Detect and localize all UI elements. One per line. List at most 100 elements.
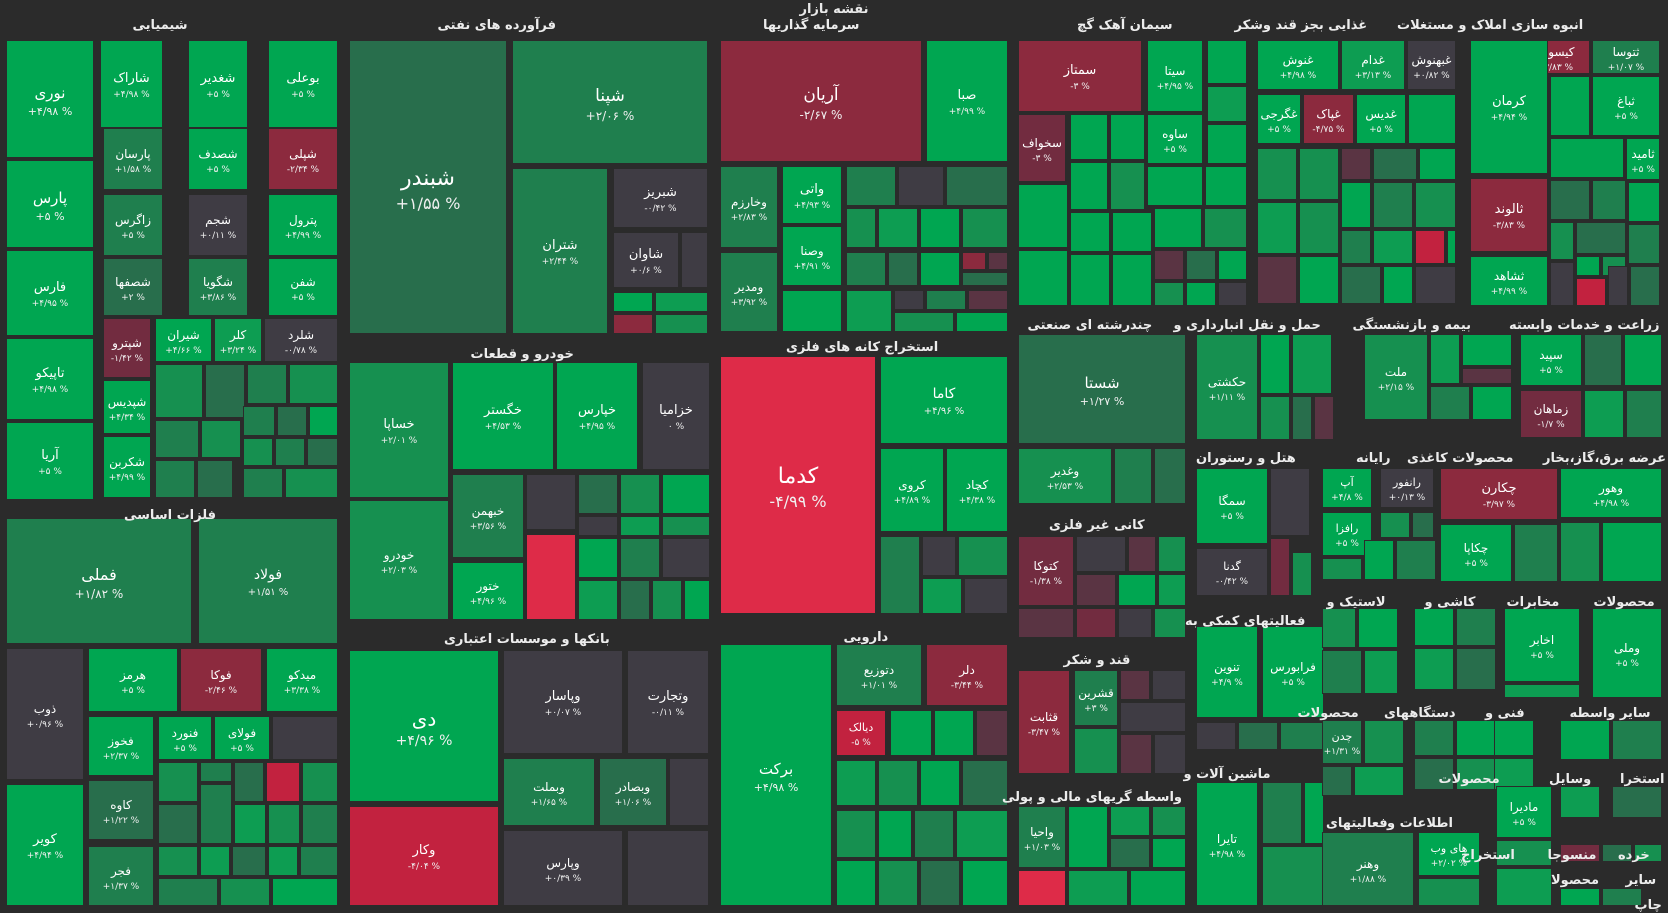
- stock-tile[interactable]: میدکو +۳/۳۸ %: [266, 648, 338, 712]
- stock-tile[interactable]: وبملت +۱/۶۵ %: [503, 758, 595, 826]
- stock-tile-small[interactable]: [1070, 254, 1110, 306]
- stock-tile-small[interactable]: [846, 290, 892, 332]
- stock-tile-small[interactable]: [1612, 786, 1662, 818]
- stock-tile-small[interactable]: [1630, 266, 1660, 306]
- stock-tile-small[interactable]: [1504, 684, 1580, 698]
- stock-tile-small[interactable]: [880, 536, 920, 614]
- stock-tile-small[interactable]: [1322, 558, 1362, 580]
- stock-tile-small[interactable]: [1154, 734, 1186, 774]
- stock-tile-small[interactable]: [1628, 224, 1660, 264]
- stock-tile-small[interactable]: [1414, 720, 1454, 756]
- stock-tile-small[interactable]: [1128, 536, 1156, 572]
- stock-tile[interactable]: ثباغ +۵ %: [1592, 76, 1660, 136]
- stock-tile[interactable]: دیالک -۵ %: [836, 710, 886, 756]
- stock-tile[interactable]: وملی +۵ %: [1592, 608, 1662, 698]
- stock-tile-small[interactable]: [1415, 182, 1456, 228]
- stock-tile[interactable]: شاراک +۴/۹۸ %: [100, 40, 163, 128]
- stock-tile[interactable]: آریا +۵ %: [6, 422, 94, 500]
- stock-tile-small[interactable]: [1550, 262, 1574, 306]
- stock-tile-small[interactable]: [1152, 670, 1186, 700]
- stock-tile[interactable]: سخواف -۳ %: [1018, 114, 1066, 182]
- stock-tile-small[interactable]: [1550, 222, 1574, 260]
- stock-tile-small[interactable]: [1414, 648, 1454, 690]
- stock-tile-small[interactable]: [1299, 256, 1339, 304]
- stock-tile[interactable]: سمگا +۵ %: [1196, 468, 1268, 544]
- stock-tile-small[interactable]: [526, 474, 576, 530]
- stock-tile-small[interactable]: [155, 460, 195, 498]
- stock-tile[interactable]: وخارزم +۲/۸۳ %: [720, 166, 778, 248]
- stock-tile-small[interactable]: [1419, 148, 1456, 180]
- stock-tile-small[interactable]: [1414, 758, 1454, 790]
- stock-tile-small[interactable]: [1418, 878, 1480, 906]
- stock-tile-small[interactable]: [205, 364, 245, 418]
- stock-tile-small[interactable]: [1612, 720, 1662, 760]
- stock-tile-small[interactable]: [958, 536, 1008, 576]
- stock-tile[interactable]: کرمان +۴/۹۴ %: [1470, 40, 1548, 174]
- stock-tile[interactable]: فجر +۱/۳۷ %: [88, 846, 154, 906]
- stock-tile-small[interactable]: [1364, 720, 1404, 764]
- stock-tile-small[interactable]: [962, 252, 986, 270]
- stock-tile-small[interactable]: [988, 252, 1008, 270]
- stock-tile[interactable]: شستا +۱/۲۷ %: [1018, 334, 1186, 444]
- stock-tile-small[interactable]: [289, 364, 338, 404]
- stock-tile[interactable]: کچاد +۴/۳۸ %: [946, 448, 1008, 532]
- stock-tile[interactable]: کروی +۴/۸۹ %: [880, 448, 944, 532]
- stock-tile[interactable]: خگستر +۴/۵۳ %: [452, 362, 554, 470]
- stock-tile[interactable]: واحیا +۱/۰۳ %: [1018, 806, 1066, 868]
- stock-tile-small[interactable]: [613, 292, 653, 312]
- stock-tile[interactable]: ذوب +۰/۹۶ %: [6, 648, 84, 780]
- stock-tile-small[interactable]: [894, 290, 924, 310]
- stock-tile-small[interactable]: [1550, 138, 1624, 178]
- stock-tile-small[interactable]: [1257, 256, 1297, 304]
- stock-tile-small[interactable]: [1110, 838, 1150, 868]
- stock-tile-small[interactable]: [1118, 608, 1152, 638]
- stock-tile-small[interactable]: [962, 860, 1008, 906]
- stock-tile-small[interactable]: [782, 290, 842, 332]
- stock-tile[interactable]: چکاپا +۵ %: [1440, 524, 1512, 582]
- stock-tile-small[interactable]: [836, 760, 876, 806]
- stock-tile-small[interactable]: [1070, 212, 1110, 252]
- stock-tile-small[interactable]: [1628, 182, 1660, 222]
- stock-tile-small[interactable]: [1205, 166, 1247, 206]
- stock-tile-small[interactable]: [920, 252, 960, 286]
- stock-tile[interactable]: دتوزیع +۱/۰۱ %: [836, 644, 922, 706]
- stock-tile[interactable]: فولاد +۱/۵۱ %: [198, 518, 338, 644]
- stock-tile-small[interactable]: [578, 580, 618, 620]
- stock-tile-small[interactable]: [914, 810, 954, 858]
- stock-tile-small[interactable]: [1186, 250, 1216, 280]
- stock-tile[interactable]: غبهنوش +۰/۸۲ %: [1407, 40, 1456, 90]
- stock-tile[interactable]: قثابت -۳/۴۷ %: [1018, 670, 1070, 774]
- stock-tile[interactable]: نوری +۴/۹۸ %: [6, 40, 94, 158]
- stock-tile[interactable]: وپاسار +۰/۰۷ %: [503, 650, 623, 754]
- stock-tile-small[interactable]: [681, 232, 708, 288]
- stock-tile[interactable]: رافزا +۵ %: [1322, 512, 1372, 556]
- stock-tile-small[interactable]: [155, 364, 203, 418]
- stock-tile-small[interactable]: [922, 578, 962, 614]
- stock-tile[interactable]: شپلی -۲/۳۴ %: [268, 128, 338, 190]
- stock-tile-small[interactable]: [201, 420, 241, 458]
- stock-tile-small[interactable]: [526, 534, 576, 620]
- stock-tile[interactable]: ثامید +۵ %: [1626, 138, 1660, 180]
- stock-tile-small[interactable]: [1076, 536, 1126, 572]
- stock-tile-small[interactable]: [243, 468, 283, 498]
- stock-tile-small[interactable]: [1462, 368, 1512, 384]
- stock-tile-small[interactable]: [1602, 844, 1632, 862]
- stock-tile[interactable]: کویر +۴/۹۴ %: [6, 784, 84, 906]
- stock-tile-small[interactable]: [1270, 538, 1290, 596]
- stock-tile[interactable]: کلر +۳/۲۴ %: [214, 318, 262, 362]
- stock-tile[interactable]: وهنر +۱/۸۸ %: [1322, 832, 1414, 906]
- stock-tile-small[interactable]: [662, 474, 710, 514]
- stock-tile[interactable]: فارس +۴/۹۵ %: [6, 250, 94, 336]
- stock-tile-small[interactable]: [878, 810, 912, 858]
- stock-tile-small[interactable]: [1154, 208, 1202, 248]
- stock-tile-small[interactable]: [894, 312, 954, 332]
- stock-tile-small[interactable]: [1299, 202, 1339, 254]
- stock-tile-small[interactable]: [1147, 166, 1203, 206]
- stock-tile-small[interactable]: [1364, 540, 1394, 580]
- stock-tile-small[interactable]: [1070, 162, 1108, 210]
- stock-tile[interactable]: شاوان +۰/۶ %: [613, 232, 679, 288]
- stock-tile-small[interactable]: [655, 292, 708, 312]
- stock-tile[interactable]: تاپیکو +۴/۹۸ %: [6, 338, 94, 420]
- stock-tile-small[interactable]: [684, 580, 710, 620]
- stock-tile-small[interactable]: [662, 516, 710, 536]
